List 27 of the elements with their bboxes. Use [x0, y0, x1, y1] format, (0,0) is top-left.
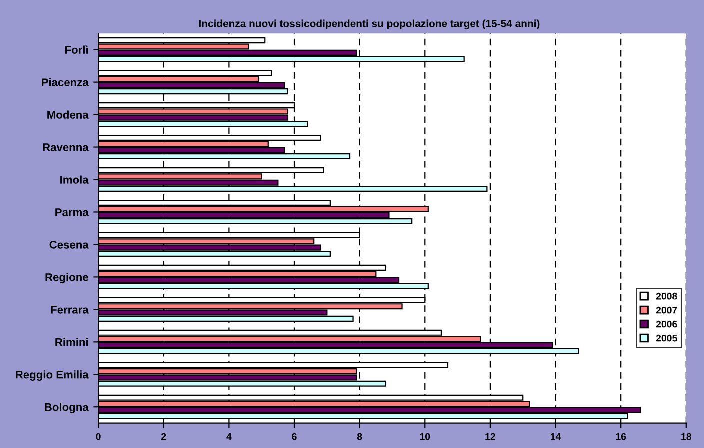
x-tick-label: 14 [550, 433, 562, 440]
x-tick-label: 16 [616, 433, 626, 440]
y-tick-label: Bologna [45, 403, 89, 414]
y-tick-label: Reggio Emilia [16, 370, 89, 382]
chart-title: Incidenza nuovi tossicodipendenti su popolazione target (15-54 anni) [199, 20, 540, 30]
x-tick-label: 12 [486, 433, 496, 440]
x-tick-label: 6 [292, 433, 297, 440]
y-tick-label: Regione [46, 273, 88, 284]
y-tick-label: Cesena [50, 240, 89, 249]
y-tick-label: Imola [60, 176, 89, 184]
x-tick-label: 2 [162, 433, 166, 440]
legend-label: 2006 [656, 320, 678, 328]
y-tick-label: Parma [56, 208, 89, 216]
x-tick-label: 18 [682, 433, 692, 440]
legend-label: 2008 [656, 292, 678, 300]
y-tick-label: Ravenna [43, 144, 89, 152]
x-tick-label: 0 [96, 433, 101, 440]
y-tick-label: Forlì [66, 46, 88, 54]
y-tick-label: Modena [48, 110, 89, 119]
x-tick-label: 4 [226, 433, 232, 440]
x-tick-label: 8 [357, 433, 362, 440]
x-tick-label: 10 [420, 433, 430, 440]
y-tick-label: Piacenza [42, 78, 89, 86]
y-tick-label: Ferrara [51, 306, 89, 314]
legend-label: 2005 [656, 334, 678, 342]
legend-label: 2007 [656, 306, 678, 314]
y-tick-label: Rimini [56, 338, 88, 346]
